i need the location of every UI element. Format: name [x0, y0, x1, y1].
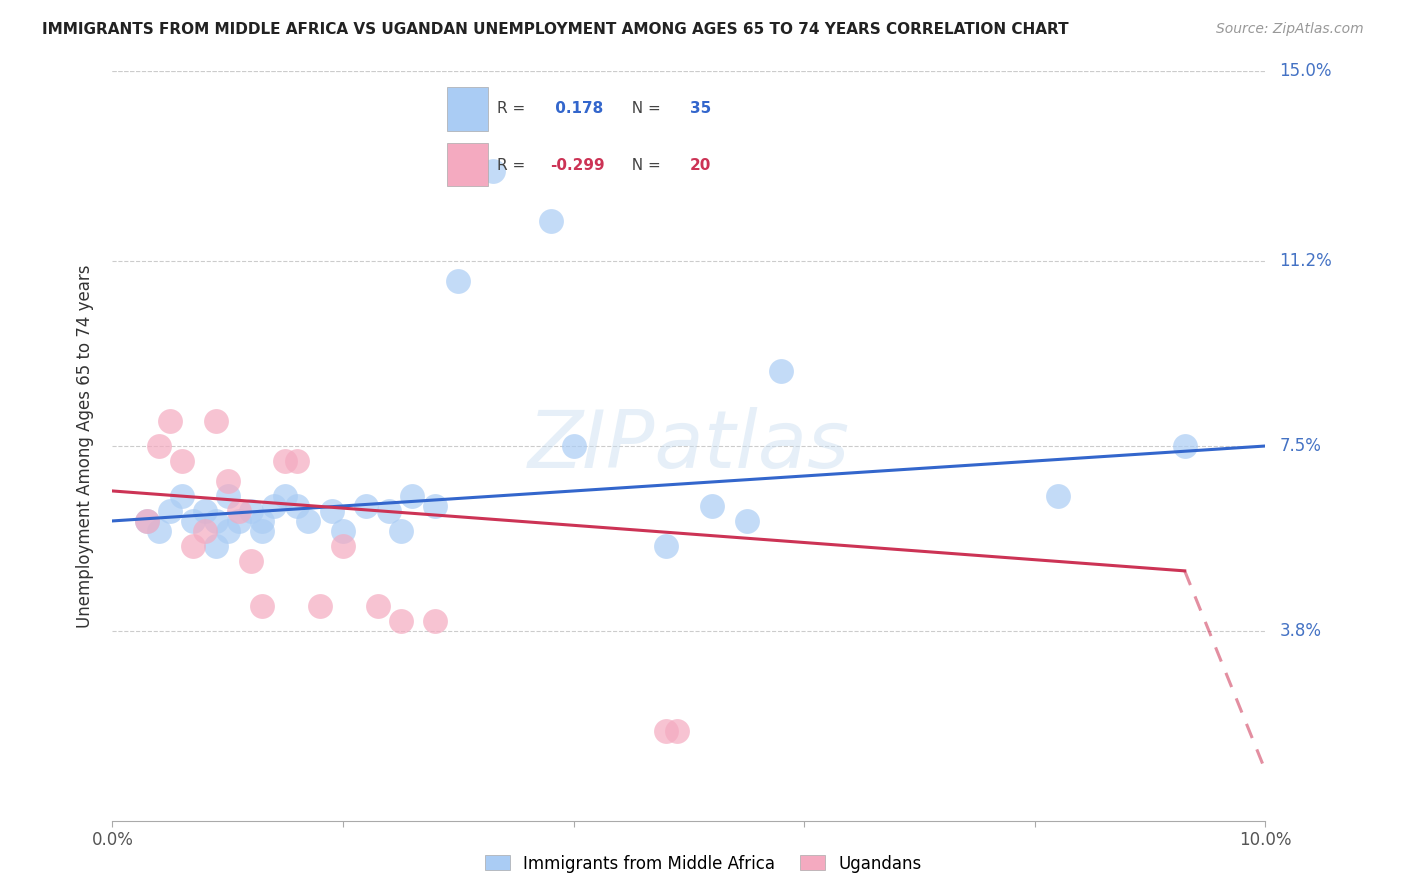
Point [354, 499, 377, 513]
Point [389, 524, 412, 538]
Text: 15.0%: 15.0% [1279, 62, 1331, 80]
Point [205, 414, 228, 428]
Point [540, 214, 562, 228]
Point [159, 414, 181, 428]
Point [482, 164, 505, 178]
Point [252, 599, 274, 613]
Text: 7.5%: 7.5% [1279, 437, 1322, 455]
Point [321, 504, 343, 518]
Point [285, 454, 308, 468]
Point [252, 524, 274, 538]
Point [666, 723, 689, 738]
Point [700, 499, 723, 513]
Point [274, 489, 297, 503]
Point [389, 614, 412, 628]
Point [285, 499, 308, 513]
Point [274, 454, 297, 468]
Point [170, 489, 193, 503]
Point [562, 439, 585, 453]
Point [194, 504, 217, 518]
Point [148, 524, 170, 538]
Point [1174, 439, 1197, 453]
Text: ZIPatlas: ZIPatlas [527, 407, 851, 485]
Point [655, 723, 678, 738]
Point [217, 524, 239, 538]
Point [425, 499, 447, 513]
Point [228, 504, 250, 518]
Point [194, 524, 217, 538]
Point [205, 539, 228, 553]
Point [217, 474, 239, 488]
Text: 3.8%: 3.8% [1279, 622, 1322, 640]
Point [332, 524, 354, 538]
Text: 11.2%: 11.2% [1279, 252, 1331, 270]
Point [309, 599, 332, 613]
Point [1046, 489, 1069, 503]
Point [332, 539, 354, 553]
Point [367, 599, 389, 613]
Text: IMMIGRANTS FROM MIDDLE AFRICA VS UGANDAN UNEMPLOYMENT AMONG AGES 65 TO 74 YEARS : IMMIGRANTS FROM MIDDLE AFRICA VS UGANDAN… [42, 22, 1069, 37]
Legend: Immigrants from Middle Africa, Ugandans: Immigrants from Middle Africa, Ugandans [478, 848, 928, 880]
Point [239, 554, 262, 568]
Text: Source: ZipAtlas.com: Source: ZipAtlas.com [1216, 22, 1364, 37]
Y-axis label: Unemployment Among Ages 65 to 74 years: Unemployment Among Ages 65 to 74 years [76, 264, 94, 628]
Point [239, 504, 262, 518]
Point [401, 489, 423, 503]
Point [425, 614, 447, 628]
Point [735, 514, 758, 528]
Point [228, 514, 250, 528]
Point [655, 539, 678, 553]
Point [136, 514, 159, 528]
Point [148, 439, 170, 453]
Point [297, 514, 319, 528]
Point [378, 504, 401, 518]
Point [181, 514, 204, 528]
Point [252, 514, 274, 528]
Point [136, 514, 159, 528]
Point [263, 499, 285, 513]
Point [447, 274, 470, 288]
Point [770, 364, 793, 378]
Point [205, 514, 228, 528]
Point [170, 454, 193, 468]
Point [159, 504, 181, 518]
Point [217, 489, 239, 503]
Point [181, 539, 204, 553]
